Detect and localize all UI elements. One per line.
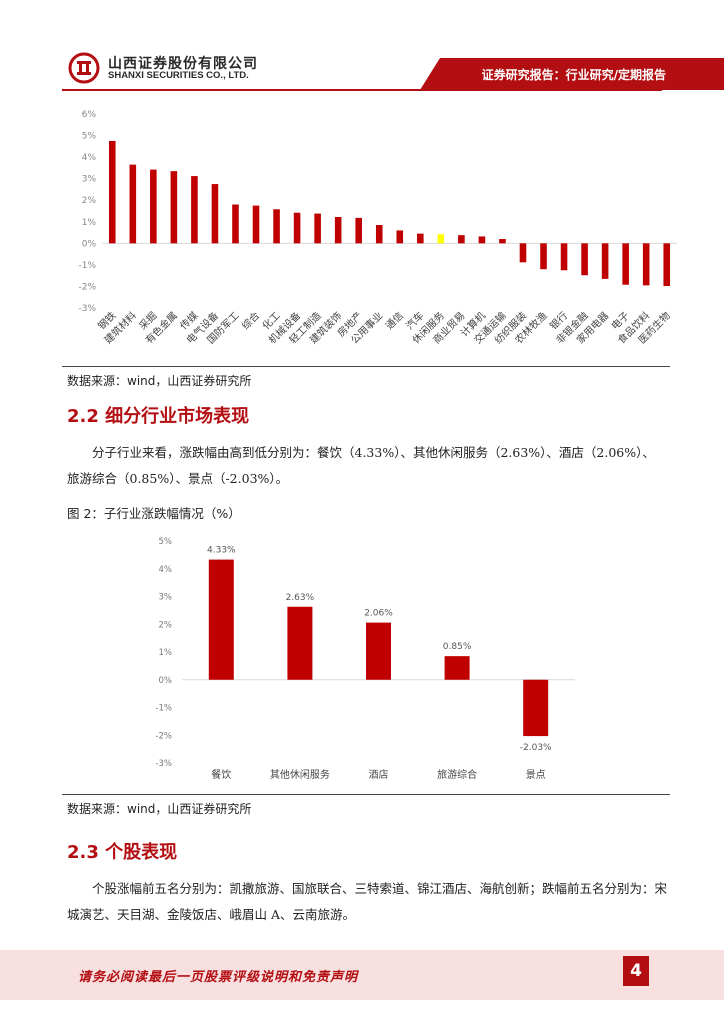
bar <box>437 234 445 244</box>
data-source: 数据来源：wind，山西证券研究所 <box>67 374 252 388</box>
bar <box>375 225 383 244</box>
figure-caption: 图 2：子行业涨跌幅情况（%） <box>67 506 241 521</box>
disclaimer-link[interactable]: 请务必阅读最后一页股票评级说明和免责声明 <box>78 970 359 985</box>
bar <box>458 235 465 244</box>
y-tick-label: 2% <box>159 620 173 630</box>
page-number: 4 <box>623 956 649 986</box>
bar <box>417 233 424 244</box>
x-tick-label: 综合 <box>239 309 262 332</box>
y-tick-label: -2% <box>155 731 172 741</box>
bar <box>170 171 178 244</box>
bar <box>334 217 342 244</box>
bar <box>396 230 404 244</box>
x-tick-label: 其他休闲服务 <box>270 768 330 781</box>
bar <box>355 217 362 244</box>
y-tick-label: -1% <box>78 261 96 271</box>
header-divider <box>62 89 662 91</box>
y-tick-label: 3% <box>82 175 97 185</box>
y-tick-label: 3% <box>159 593 173 603</box>
bar <box>622 243 629 285</box>
divider <box>62 794 670 795</box>
bar <box>211 184 219 244</box>
data-label: 0.85% <box>443 642 472 652</box>
bar <box>581 243 588 276</box>
y-tick-label: -1% <box>155 704 172 714</box>
bar <box>642 243 650 286</box>
data-label: 2.63% <box>286 593 315 603</box>
bar <box>540 243 547 270</box>
data-label: 2.06% <box>364 609 393 619</box>
data-source: 数据来源：wind，山西证券研究所 <box>67 802 252 816</box>
bar <box>366 622 391 680</box>
data-label: -2.03% <box>520 743 552 753</box>
y-tick-label: 0% <box>82 239 97 249</box>
bar <box>191 176 198 244</box>
bar <box>108 140 116 244</box>
company-name-en: SHANXI SECURITIES CO., LTD. <box>108 70 249 81</box>
y-tick-label: -2% <box>78 282 96 292</box>
bar <box>560 243 568 271</box>
y-tick-label: 5% <box>82 132 97 142</box>
x-tick-label: 旅游综合 <box>437 768 477 781</box>
bar <box>478 236 486 244</box>
y-tick-label: -3% <box>78 304 96 314</box>
bar <box>293 212 301 244</box>
report-type: 证券研究报告：行业研究/定期报告 <box>481 68 666 82</box>
y-tick-label: 0% <box>159 676 173 686</box>
y-tick-label: 6% <box>82 110 97 120</box>
bar <box>523 679 549 737</box>
bar <box>663 243 671 287</box>
bar <box>252 205 260 244</box>
sub-industry-change-chart: -3% -2% -1% 0% 1% 2% 3% 4% 5% 4.33% 餐饮 2.63% 其他休闲服务 2… <box>155 537 575 781</box>
page-header: 山西证券股份有限公司 SHANXI SECURITIES CO., LTD. 证… <box>0 0 724 95</box>
bar <box>232 204 239 244</box>
bar <box>444 656 470 680</box>
y-tick-label: 5% <box>159 537 173 547</box>
bar <box>273 209 280 244</box>
section-paragraph: 分子行业来看，涨跌幅由高到低分别为：餐饮（4.33%）、其他休闲服务（2.63%… <box>67 445 655 486</box>
industry-change-chart: -3%-2%-1%0%1%2%3%4%5%6%钢铁建筑材料采掘有色金属传媒电气设… <box>78 110 677 346</box>
footer-band <box>0 950 724 1000</box>
x-tick-label: 景点 <box>526 769 546 781</box>
y-tick-label: -3% <box>155 759 172 769</box>
bar <box>601 243 609 279</box>
data-label: 4.33% <box>207 546 236 556</box>
header-band-accent <box>420 58 440 90</box>
company-name-cn: 山西证券股份有限公司 <box>108 56 258 72</box>
section-paragraph: 个股涨幅前五名分别为：凯撒旅游、国旅联合、三特索道、锦江酒店、海航创新；跌幅前五… <box>67 881 668 922</box>
y-tick-label: 1% <box>159 648 173 658</box>
section-title: 2.3 个股表现 <box>67 842 178 863</box>
x-tick-label: 酒店 <box>369 768 389 781</box>
bar <box>499 239 506 244</box>
y-tick-label: 1% <box>82 218 97 228</box>
bar <box>519 243 527 263</box>
bar <box>150 169 157 244</box>
bar <box>129 164 137 244</box>
bar <box>287 606 313 680</box>
y-tick-label: 4% <box>159 565 173 575</box>
y-tick-label: 4% <box>82 153 97 163</box>
bar <box>314 213 321 244</box>
y-tick-label: 2% <box>82 196 97 206</box>
bar <box>208 559 234 680</box>
header-band <box>440 58 724 90</box>
x-tick-label: 餐饮 <box>211 768 231 781</box>
company-logo-icon <box>68 52 100 84</box>
section-title: 2.2 细分行业市场表现 <box>67 406 250 427</box>
divider <box>62 366 670 367</box>
x-tick-label: 通信 <box>383 310 406 333</box>
